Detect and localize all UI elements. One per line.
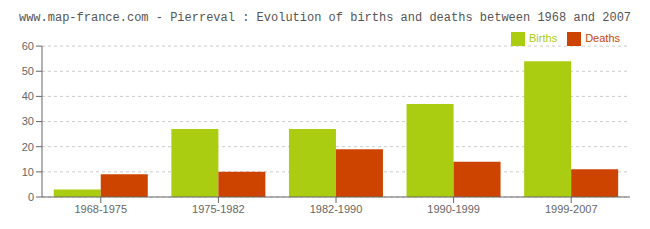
svg-text:0: 0 <box>28 191 34 203</box>
svg-text:1990-1999: 1990-1999 <box>427 203 480 215</box>
svg-text:10: 10 <box>22 166 34 178</box>
svg-text:40: 40 <box>22 90 34 102</box>
svg-text:50: 50 <box>22 65 34 77</box>
svg-text:1999-2007: 1999-2007 <box>545 203 598 215</box>
html-text:www.map-france.com - Pierreval: www.map-france.com - Pierreval : Evoluti… <box>18 11 631 25</box>
html-text:Deaths: Deaths <box>585 32 620 44</box>
svg-text:30: 30 <box>22 115 34 127</box>
svg-text:60: 60 <box>22 40 34 52</box>
svg-text:1982-1990: 1982-1990 <box>310 203 363 215</box>
svg-text:1975-1982: 1975-1982 <box>192 203 245 215</box>
html-text:Births: Births <box>529 32 558 44</box>
svg-text:1968-1975: 1968-1975 <box>74 203 127 215</box>
svg-text:20: 20 <box>22 141 34 153</box>
